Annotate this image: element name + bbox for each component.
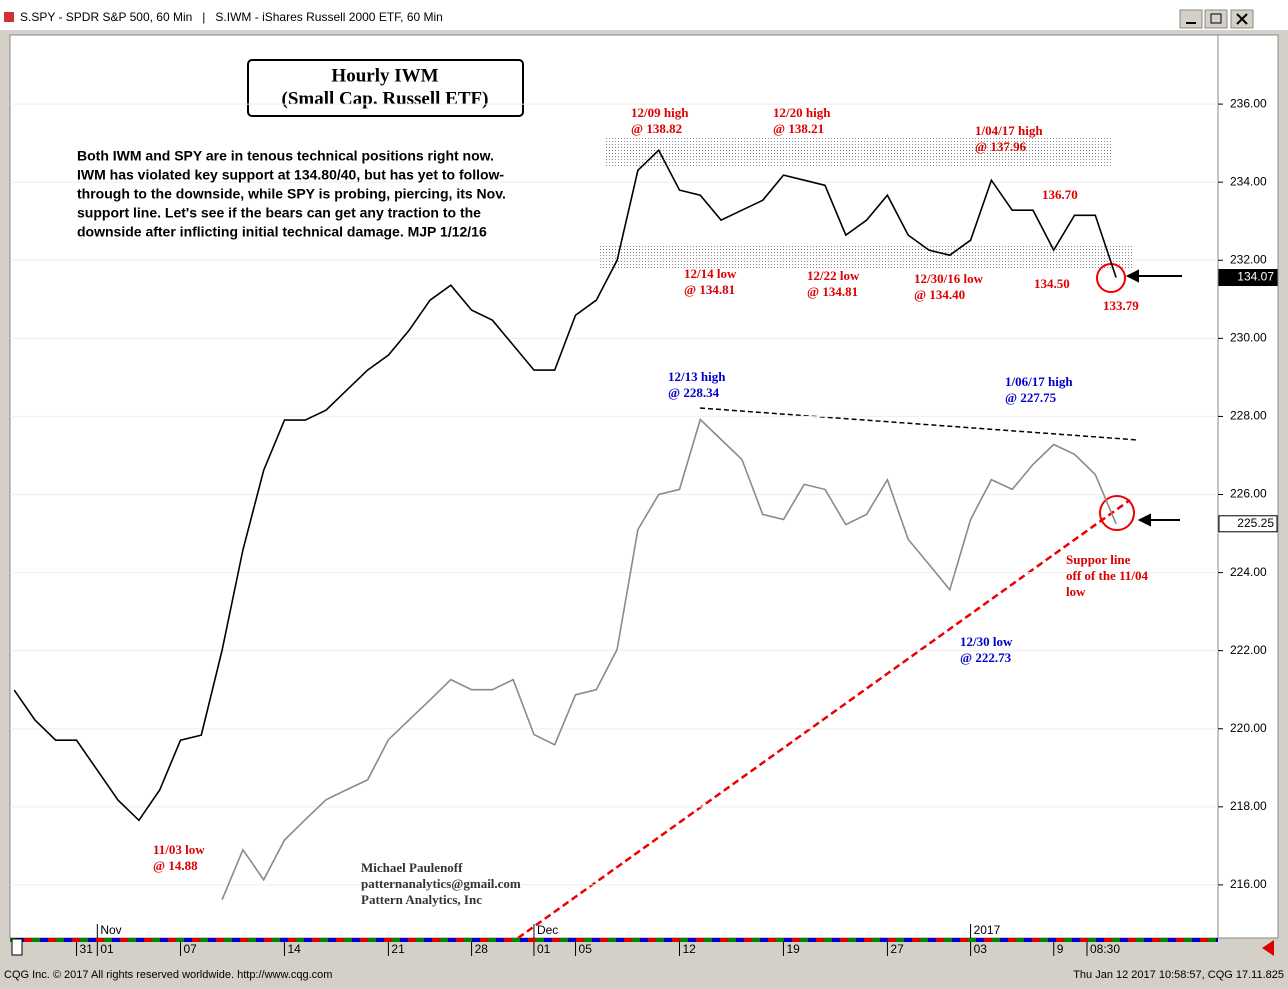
annotation: 12/14 low	[684, 266, 737, 281]
annotation: off of the 11/04	[1066, 568, 1148, 583]
minimize-button[interactable]	[1179, 9, 1203, 29]
y-tick-label: 220.00	[1230, 721, 1267, 735]
x-tick-label: 07	[183, 942, 197, 956]
month-label: 2017	[974, 923, 1001, 937]
annotation: 133.79	[1103, 298, 1139, 313]
annotation: 12/22 low	[807, 268, 860, 283]
annotation: @ 222.73	[960, 650, 1012, 665]
window-title: S.SPY - SPDR S&P 500, 60 Min | S.IWM - i…	[20, 10, 443, 24]
icon	[1236, 13, 1248, 25]
annotation: 12/20 high	[773, 105, 831, 120]
annotation: low	[1066, 584, 1086, 599]
x-tick-label: 14	[287, 942, 301, 956]
annotation: 12/09 high	[631, 105, 689, 120]
y-tick-label: 226.00	[1230, 487, 1267, 501]
plot-area	[9, 34, 1219, 939]
annotation: 12/30/16 low	[914, 271, 984, 286]
y-tick-label: 222.00	[1230, 643, 1267, 657]
annotation: Suppor line	[1066, 552, 1131, 567]
highlight-circle	[1099, 495, 1135, 531]
session-strip	[10, 938, 1218, 942]
chart-title: Hourly IWM	[331, 65, 438, 86]
y-tick-label: 234.00	[1230, 174, 1267, 188]
y-tick-label: 228.00	[1230, 409, 1267, 423]
annotation: 11/03 low	[153, 842, 205, 857]
footer-right: Thu Jan 12 2017 10:58:57, CQG 17.11.825	[1073, 969, 1284, 981]
annotation: 134.50	[1034, 276, 1070, 291]
x-tick-label: 27	[890, 942, 904, 956]
y-tick-label: 236.00	[1230, 96, 1267, 110]
y-tick-label: 224.00	[1230, 565, 1267, 579]
price-line	[13, 148, 1117, 822]
credit: patternanalytics@gmail.com	[361, 876, 521, 891]
last-price-box	[1218, 269, 1278, 287]
comment: Both IWM and SPY are in tenous technical…	[77, 148, 494, 164]
credit: Michael Paulenoff	[361, 860, 463, 875]
comment: downside after inflicting initial techni…	[77, 224, 487, 240]
x-tick-label: 08:30	[1090, 942, 1120, 956]
x-tick-label: 12	[682, 942, 696, 956]
x-tick-label: 03	[974, 942, 988, 956]
app-icon	[4, 12, 14, 22]
annotation: 136.70	[1042, 187, 1078, 202]
y-tick-label: 230.00	[1230, 331, 1267, 345]
x-tick-label: 01	[100, 942, 114, 956]
footer-left: CQG Inc. © 2017 All rights reserved worl…	[4, 969, 332, 981]
price-axis	[1217, 34, 1279, 939]
annotation: 1/04/17 high	[975, 123, 1043, 138]
x-tick-label: 28	[475, 942, 489, 956]
title-bar	[0, 0, 1288, 30]
last-price-box	[1218, 515, 1278, 533]
y-tick-label: 218.00	[1230, 799, 1267, 813]
maximize-button[interactable]	[1204, 9, 1228, 29]
annotation: @ 134.81	[684, 282, 735, 297]
x-tick-label: 21	[391, 942, 405, 956]
annotation: @ 228.34	[668, 385, 720, 400]
window-buttons[interactable]	[1179, 9, 1254, 29]
x-tick-label: 31	[80, 942, 94, 956]
annotation: 1/06/17 high	[1005, 374, 1073, 389]
last-price-label: 134.07	[1237, 270, 1274, 284]
arrow	[1125, 269, 1182, 283]
annotation: @ 134.40	[914, 287, 965, 302]
annotation: @ 14.88	[153, 858, 198, 873]
annotation: @ 227.75	[1005, 390, 1057, 405]
annotation: @ 138.21	[773, 121, 824, 136]
x-tick-label: 9	[1057, 942, 1064, 956]
y-tick-label: 232.00	[1230, 252, 1267, 266]
comment: IWM has violated key support at 134.80/4…	[77, 167, 504, 183]
x-tick-label: 01	[537, 942, 551, 956]
annotation: @ 137.96	[975, 139, 1027, 154]
resistance-zone	[605, 138, 1113, 167]
month-label: Nov	[100, 923, 121, 937]
resistance-line	[699, 407, 1139, 441]
annotation: 12/13 high	[668, 369, 726, 384]
month-label: Dec	[537, 923, 558, 937]
chart-title: (Small Cap. Russell ETF)	[282, 88, 489, 109]
title-box	[247, 59, 524, 117]
x-tick-label: 05	[579, 942, 593, 956]
scroll-thumb[interactable]	[11, 938, 23, 956]
x-tick-label: 19	[786, 942, 800, 956]
y-tick-label: 216.00	[1230, 877, 1267, 891]
comment: support line. Let's see if the bears can…	[77, 205, 481, 221]
status-bar	[0, 966, 1288, 984]
annotation: @ 138.82	[631, 121, 682, 136]
scroll-arrow[interactable]	[1262, 940, 1274, 956]
annotation: @ 134.81	[807, 284, 858, 299]
credit: Pattern Analytics, Inc	[361, 892, 482, 907]
annotation: 12/30 low	[960, 634, 1013, 649]
last-price-label: 225.25	[1237, 516, 1274, 530]
comment: through to the downside, while SPY is pr…	[77, 186, 506, 202]
icon	[1210, 13, 1222, 24]
arrow	[1137, 513, 1180, 527]
support-zone	[598, 245, 1133, 270]
price-line	[221, 418, 1117, 901]
